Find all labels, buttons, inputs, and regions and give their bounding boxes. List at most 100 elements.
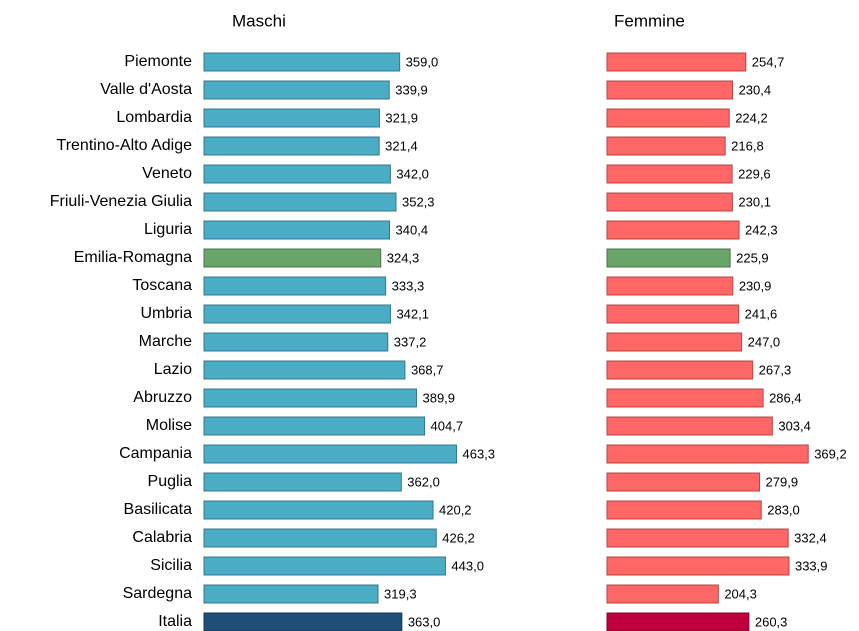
category-label: Campania	[119, 445, 192, 462]
value-label: 242,3	[745, 222, 778, 237]
value-label: 247,0	[748, 334, 781, 349]
value-label: 426,2	[442, 530, 475, 545]
bar	[203, 388, 417, 408]
bar	[203, 304, 391, 324]
category-label: Sicilia	[150, 557, 192, 574]
value-label: 279,9	[766, 474, 799, 489]
value-label: 283,0	[767, 502, 800, 517]
value-label: 224,2	[735, 110, 768, 125]
bar	[203, 276, 387, 296]
bar	[203, 192, 397, 212]
bar	[606, 304, 740, 324]
bar	[203, 108, 380, 128]
value-label: 260,3	[755, 614, 788, 629]
value-label: 321,4	[385, 138, 418, 153]
bar	[606, 528, 789, 548]
bar	[606, 108, 730, 128]
value-label: 204,3	[724, 586, 757, 601]
category-label: Italia	[158, 613, 192, 630]
bar	[203, 248, 382, 268]
category-label: Calabria	[132, 529, 192, 546]
value-label: 286,4	[769, 390, 802, 405]
bar	[203, 612, 403, 631]
value-label: 362,0	[407, 474, 440, 489]
value-label: 339,9	[395, 82, 428, 97]
value-label: 463,3	[462, 446, 495, 461]
value-label: 321,9	[385, 110, 418, 125]
bar	[203, 444, 457, 464]
bar	[606, 416, 773, 436]
bar	[203, 556, 446, 576]
category-label: Marche	[139, 333, 192, 350]
bar	[203, 332, 389, 352]
bar	[203, 584, 379, 604]
value-label: 332,4	[794, 530, 827, 545]
bar	[606, 164, 733, 184]
category-label: Umbria	[140, 305, 192, 322]
bar	[606, 472, 761, 492]
value-label: 420,2	[439, 502, 472, 517]
category-label: Sardegna	[123, 585, 192, 602]
category-label: Lombardia	[116, 109, 192, 126]
bar	[606, 332, 743, 352]
value-label: 359,0	[406, 54, 439, 69]
category-label: Friuli-Venezia Giulia	[50, 193, 192, 210]
panel-title: Maschi	[232, 11, 286, 30]
value-label: 363,0	[408, 614, 441, 629]
bar	[203, 416, 426, 436]
category-label: Veneto	[142, 165, 192, 182]
category-label: Liguria	[144, 221, 192, 238]
category-label: Trentino-Alto Adige	[57, 137, 193, 154]
bar	[203, 164, 391, 184]
category-label: Toscana	[132, 277, 192, 294]
value-label: 230,4	[739, 82, 772, 97]
value-label: 225,9	[736, 250, 769, 265]
value-label: 267,3	[759, 362, 792, 377]
value-label: 333,9	[795, 558, 828, 573]
bar	[203, 136, 380, 156]
value-label: 404,7	[431, 418, 464, 433]
bar	[203, 500, 434, 520]
value-label: 352,3	[402, 194, 435, 209]
bar	[606, 612, 750, 631]
category-label: Puglia	[148, 473, 193, 490]
bar	[203, 220, 391, 240]
category-label: Abruzzo	[133, 389, 192, 406]
bar	[606, 192, 733, 212]
value-label: 368,7	[411, 362, 444, 377]
value-label: 337,2	[394, 334, 427, 349]
value-label: 342,1	[396, 306, 429, 321]
value-label: 216,8	[731, 138, 764, 153]
bar	[606, 388, 764, 408]
value-label: 389,9	[422, 390, 455, 405]
bar	[203, 472, 402, 492]
value-label: 333,3	[392, 278, 425, 293]
bar	[606, 52, 747, 72]
category-label: Basilicata	[124, 501, 193, 518]
value-label: 324,3	[387, 250, 420, 265]
bar	[606, 136, 726, 156]
category-label: Piemonte	[124, 53, 192, 70]
bar	[203, 528, 437, 548]
panel-title: Femmine	[614, 11, 685, 30]
value-label: 443,0	[451, 558, 484, 573]
value-label: 342,0	[396, 166, 429, 181]
bar	[606, 444, 809, 464]
value-label: 303,4	[778, 418, 811, 433]
bar	[606, 500, 762, 520]
bar	[203, 52, 401, 72]
value-label: 319,3	[384, 586, 417, 601]
value-label: 254,7	[752, 54, 785, 69]
bar	[203, 360, 406, 380]
value-label: 229,6	[738, 166, 771, 181]
bar	[606, 80, 734, 100]
bar	[606, 220, 740, 240]
bar	[606, 556, 790, 576]
bar	[203, 80, 390, 100]
value-label: 241,6	[745, 306, 778, 321]
value-label: 230,1	[738, 194, 771, 209]
category-label: Emilia-Romagna	[74, 249, 192, 266]
category-label: Lazio	[154, 361, 192, 378]
category-label: Molise	[146, 417, 192, 434]
